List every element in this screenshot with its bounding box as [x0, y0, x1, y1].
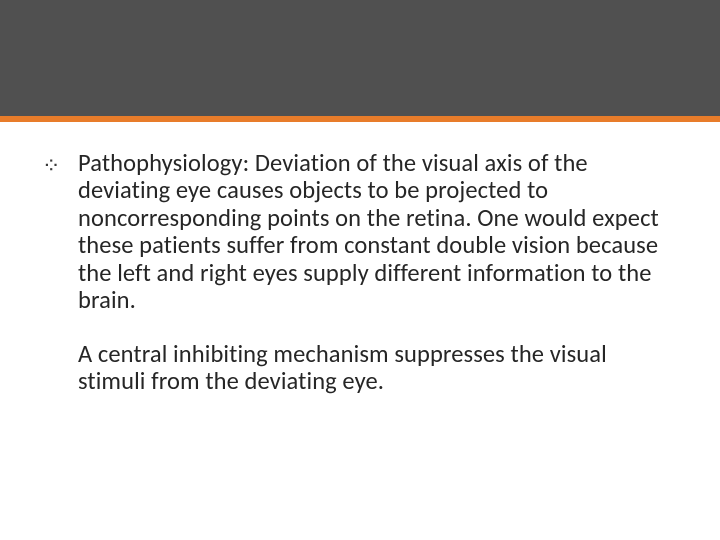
- slide-header-region: [0, 0, 720, 116]
- paragraph-1: Pathophysiology: Deviation of the visual…: [78, 150, 672, 315]
- slide-container: ⁘ Pathophysiology: Deviation of the visu…: [0, 0, 720, 540]
- content-area: ⁘ Pathophysiology: Deviation of the visu…: [0, 122, 720, 396]
- paragraph-2: A central inhibiting mechanism suppresse…: [78, 341, 672, 396]
- bullet-glyph: ⁘: [42, 152, 60, 179]
